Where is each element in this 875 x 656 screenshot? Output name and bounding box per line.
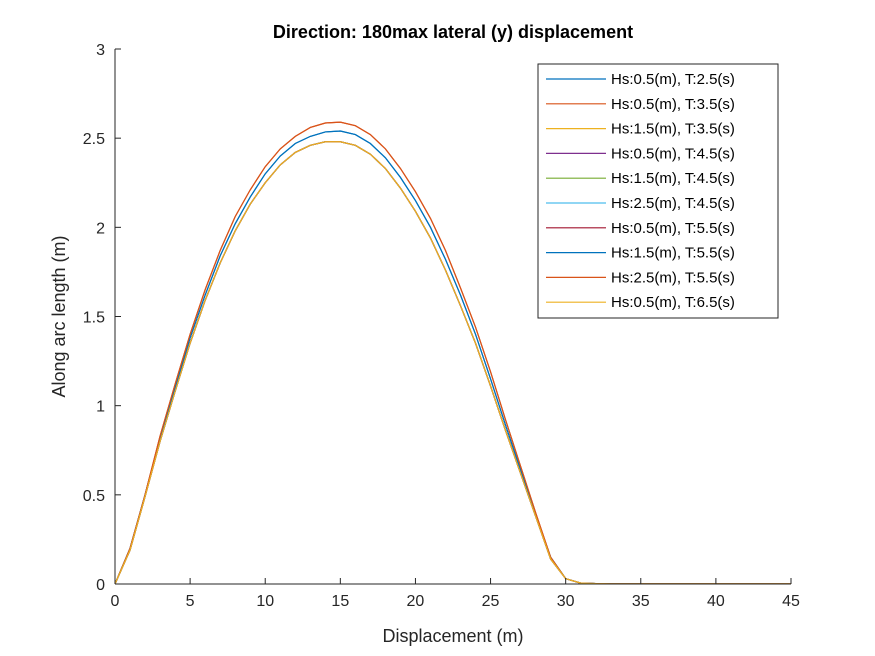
legend-entry-label: Hs:0.5(m), T:5.5(s) [611,220,735,237]
legend-entry-label: Hs:0.5(m), T:6.5(s) [611,294,735,311]
x-tick-label: 0 [111,593,120,610]
x-tick-label: 10 [256,593,274,610]
x-tick-label: 45 [782,593,800,610]
x-axis-label: Displacement (m) [382,626,523,646]
x-tick-label: 15 [331,593,349,610]
legend: Hs:0.5(m), T:2.5(s) Hs:0.5(m), T:3.5(s) Hs… [537,63,779,319]
x-tick-label: 5 [186,593,195,610]
y-tick-label: 0 [96,577,105,594]
y-tick-label: 1.5 [83,310,105,327]
y-tick-label: 3 [96,42,105,59]
legend-entry-label: Hs:0.5(m), T:4.5(s) [611,145,735,162]
x-tick-label: 35 [632,593,650,610]
y-tick-label: 2.5 [83,131,105,148]
legend-entry-label: Hs:1.5(m), T:5.5(s) [611,245,735,262]
y-tick-label: 2 [96,220,105,237]
y-axis-ticks: 0 0.5 1 1.5 2 2.5 3 [83,42,121,594]
x-tick-label: 40 [707,593,725,610]
legend-entry-label: Hs:0.5(m), T:2.5(s) [611,71,735,88]
x-tick-label: 25 [482,593,500,610]
legend-entry-label: Hs:2.5(m), T:4.5(s) [611,195,735,212]
legend-entry-label: Hs:1.5(m), T:3.5(s) [611,121,735,138]
x-tick-label: 30 [557,593,575,610]
y-tick-label: 0.5 [83,488,105,505]
y-axis-label: Along arc length (m) [49,235,69,397]
chart-title: Direction: 180max lateral (y) displaceme… [273,22,633,42]
legend-box [537,63,779,319]
x-tick-label: 20 [407,593,425,610]
y-tick-label: 1 [96,399,105,416]
legend-entry-label: Hs:1.5(m), T:4.5(s) [611,170,735,187]
legend-entry-label: Hs:0.5(m), T:3.5(s) [611,96,735,113]
x-axis-ticks: 0 5 10 15 20 25 30 35 40 45 [111,578,800,610]
legend-entry-label: Hs:2.5(m), T:5.5(s) [611,269,735,286]
